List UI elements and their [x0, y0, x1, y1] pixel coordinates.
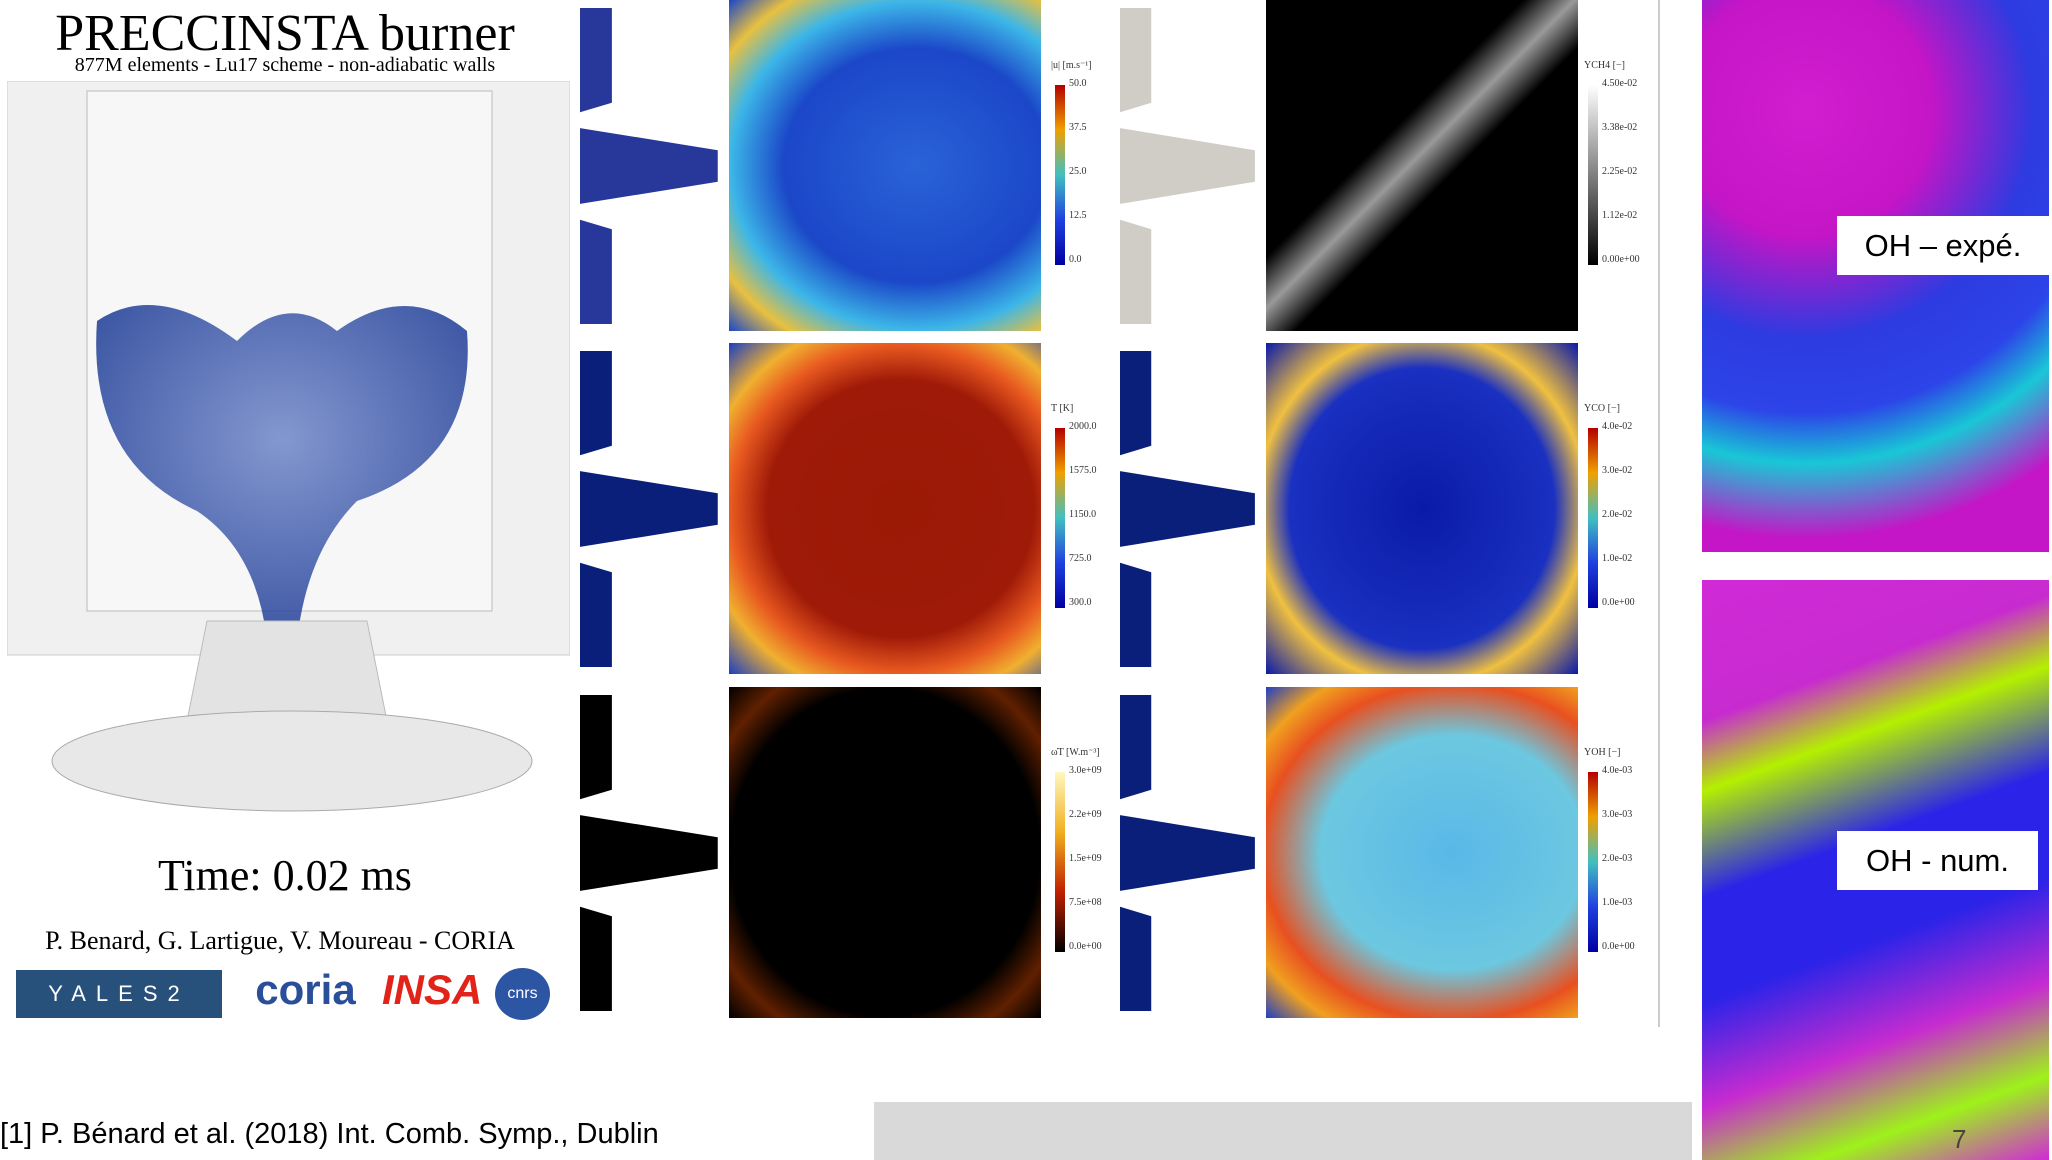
subtitle: 877M elements - Lu17 scheme - non-adiaba… — [0, 54, 570, 77]
colorbar-tick-label: 1575.0 — [1069, 465, 1097, 476]
field-image — [729, 687, 1041, 1018]
colorbar-title: YCH4 [−] — [1584, 60, 1625, 71]
colorbar-tick-label: 0.0e+00 — [1602, 597, 1635, 608]
colorbar-tick-label: 3.0e-03 — [1602, 809, 1632, 820]
colorbar-tick-label: 1.5e+09 — [1069, 853, 1102, 864]
colorbar-tick-label: 0.0e+00 — [1602, 941, 1635, 952]
time-label: Time: 0.02 ms — [0, 850, 570, 901]
oh-experimental-image — [1702, 0, 2049, 552]
colorbar-tick-label: 4.0e-02 — [1602, 421, 1632, 432]
burner-geometry — [580, 695, 725, 1011]
colorbar-title: YOH [−] — [1584, 747, 1620, 758]
colorbar — [1055, 85, 1065, 265]
colorbar-title: ω̇T [W.m⁻³] — [1051, 747, 1100, 758]
colorbar-title: YCO [−] — [1584, 403, 1620, 414]
footer-bar — [874, 1102, 1692, 1160]
credits: P. Benard, G. Lartigue, V. Moureau - COR… — [0, 926, 560, 956]
page-number: 7 — [1952, 1124, 1966, 1155]
colorbar-tick-label: 2.25e-02 — [1602, 166, 1637, 177]
colorbar-tick-label: 0.0e+00 — [1069, 941, 1102, 952]
colorbar-tick-label: 3.0e-02 — [1602, 465, 1632, 476]
logo-coria: coria — [242, 966, 369, 1018]
logo-insa: INSA — [382, 966, 474, 1018]
colorbar-tick-label: 725.0 — [1069, 553, 1092, 564]
colorbar-tick-label: 2.0e-02 — [1602, 509, 1632, 520]
colorbar-title: |u| [m.s⁻¹] — [1051, 60, 1092, 71]
field-image — [1266, 687, 1578, 1018]
colorbar — [1588, 428, 1598, 608]
field-image — [729, 343, 1041, 674]
colorbar — [1588, 772, 1598, 952]
colorbar — [1588, 85, 1598, 265]
colorbar-tick-label: 0.0 — [1069, 254, 1082, 265]
colorbar-tick-label: 4.0e-03 — [1602, 765, 1632, 776]
logo-yales2: YALES2 — [16, 970, 222, 1018]
reference: [1] P. Bénard et al. (2018) Int. Comb. S… — [0, 1118, 659, 1151]
burner-3d-view — [7, 81, 570, 841]
burner-geometry — [1120, 351, 1262, 667]
colorbar-tick-label: 2.0e-03 — [1602, 853, 1632, 864]
burner-geometry — [580, 8, 725, 324]
colorbar-tick-label: 300.0 — [1069, 597, 1092, 608]
colorbar-tick-label: 2000.0 — [1069, 421, 1097, 432]
colorbar-tick-label: 3.0e+09 — [1069, 765, 1102, 776]
colorbar — [1055, 428, 1065, 608]
oh-exp-label: OH – expé. — [1837, 216, 2049, 275]
colorbar-tick-label: 25.0 — [1069, 166, 1087, 177]
colorbar-tick-label: 3.38e-02 — [1602, 122, 1637, 133]
field-image — [729, 0, 1041, 331]
burner-geometry — [580, 351, 725, 667]
burner-geometry — [1120, 8, 1262, 324]
colorbar-tick-label: 1.0e-02 — [1602, 553, 1632, 564]
colorbar-tick-label: 37.5 — [1069, 122, 1087, 133]
colorbar-tick-label: 0.00e+00 — [1602, 254, 1640, 265]
colorbar-tick-label: 12.5 — [1069, 210, 1087, 221]
slide: PRECCINSTA burner 877M elements - Lu17 s… — [0, 0, 2052, 1160]
oh-num-label: OH - num. — [1837, 831, 2038, 890]
colorbar-tick-label: 1.12e-02 — [1602, 210, 1637, 221]
logo-cnrs: cnrs — [495, 968, 550, 1020]
colorbar-tick-label: 50.0 — [1069, 78, 1087, 89]
colorbar-tick-label: 1.0e-03 — [1602, 897, 1632, 908]
field-image — [1266, 343, 1578, 674]
colorbar-tick-label: 1150.0 — [1069, 509, 1096, 520]
colorbar-tick-label: 2.2e+09 — [1069, 809, 1102, 820]
colorbar-title: T [K] — [1051, 403, 1073, 414]
divider — [1658, 0, 1660, 1027]
colorbar-tick-label: 4.50e-02 — [1602, 78, 1637, 89]
burner-geometry — [1120, 695, 1262, 1011]
colorbar-tick-label: 7.5e+08 — [1069, 897, 1102, 908]
colorbar — [1055, 772, 1065, 952]
field-image — [1266, 0, 1578, 331]
